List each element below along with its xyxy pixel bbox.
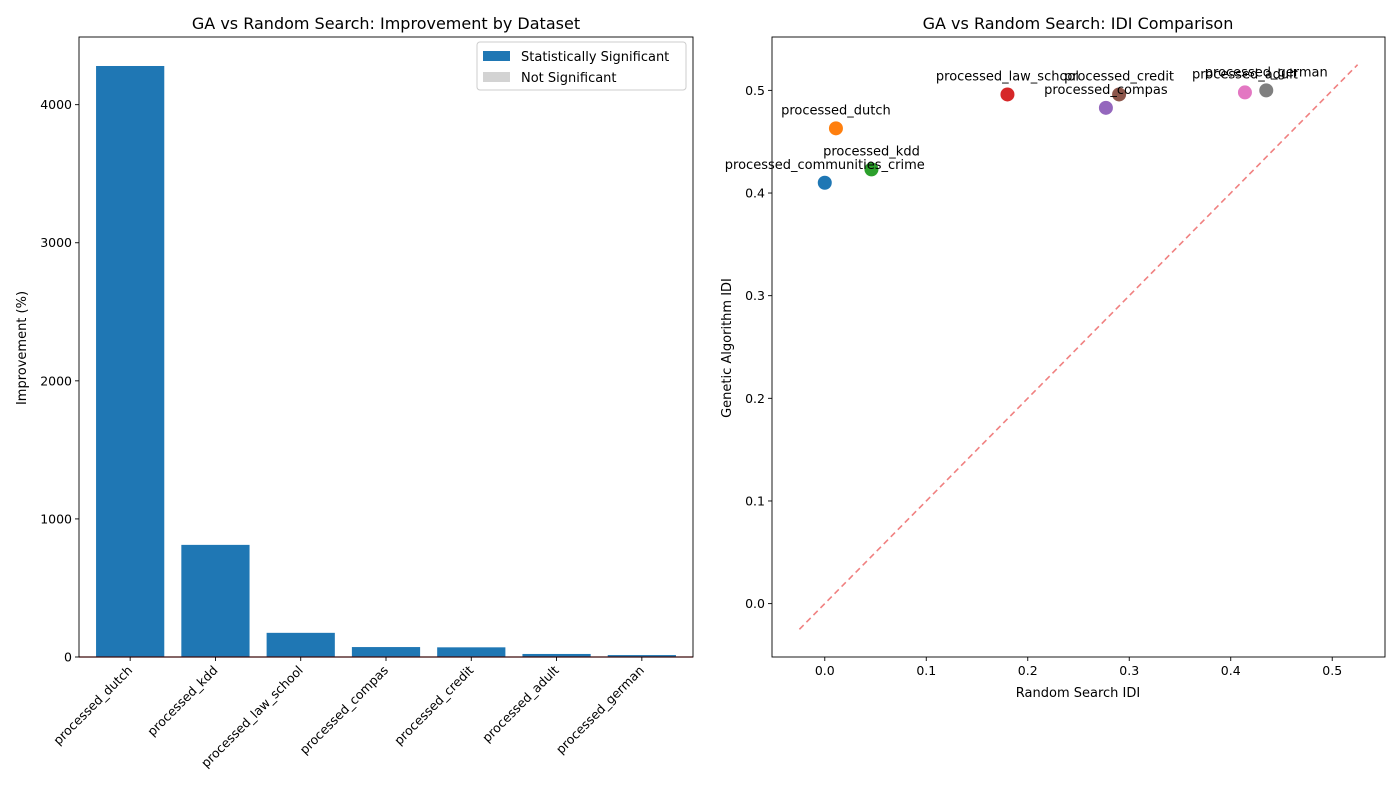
point-processed_credit xyxy=(1112,87,1127,102)
bar-ytick-label: 1000 xyxy=(40,511,72,526)
bar-processed_law_school xyxy=(266,632,335,657)
bar-processed_credit xyxy=(437,647,506,657)
bar-ytick-label: 2000 xyxy=(40,373,72,388)
point-processed_adult xyxy=(1237,85,1252,100)
scatter-plot-frame xyxy=(771,36,1386,658)
scatter-xtick-label: 0.0 xyxy=(815,663,835,678)
point-processed_german xyxy=(1259,83,1274,98)
scatter-chart-panel: GA vs Random Search: IDI Comparison Rand… xyxy=(720,14,1386,701)
point-processed_compas xyxy=(1098,100,1113,115)
bar-chart-title: GA vs Random Search: Improvement by Data… xyxy=(192,14,580,33)
parity-diagonal-line xyxy=(798,64,1359,630)
scatter-xtick-label: 0.2 xyxy=(1018,663,1038,678)
point-label: processed_kdd xyxy=(823,144,920,159)
bar-processed_kdd xyxy=(181,544,250,657)
bar-processed_german xyxy=(607,655,676,657)
point-label: processed_dutch xyxy=(781,103,891,118)
scatter-ytick-label: 0.5 xyxy=(745,83,765,98)
legend-label: Statistically Significant xyxy=(521,50,669,65)
bar-chart-panel: GA vs Random Search: Improvement by Data… xyxy=(15,14,694,770)
bar-xtick-label: processed_compas xyxy=(297,663,392,758)
point-label: processed_german xyxy=(1205,65,1328,80)
point-processed_communities_crime xyxy=(817,175,832,190)
point-label: processed_communities_crime xyxy=(725,158,925,173)
point-processed_dutch xyxy=(828,121,843,136)
point-label: processed_credit xyxy=(1064,69,1174,84)
legend-swatch xyxy=(483,72,510,82)
point-processed_law_school xyxy=(1000,87,1015,102)
scatter-chart-title: GA vs Random Search: IDI Comparison xyxy=(923,14,1234,33)
scatter-ytick-label: 0.1 xyxy=(745,493,765,508)
scatter-ytick-label: 0.3 xyxy=(745,288,765,303)
point-label: processed_compas xyxy=(1044,83,1168,98)
scatter-ytick-label: 0.2 xyxy=(745,391,765,406)
bar-xtick-label: processed_credit xyxy=(391,662,476,747)
scatter-ytick-label: 0.4 xyxy=(745,186,765,201)
bar-chart-legend: Statistically Significant Not Significant xyxy=(476,41,687,91)
scatter-xtick-label: 0.5 xyxy=(1322,663,1342,678)
point-processed_kdd xyxy=(864,162,879,177)
scatter-xtick-label: 0.1 xyxy=(916,663,936,678)
scatter-ytick-label: 0.0 xyxy=(745,596,765,611)
scatter-xtick-label: 0.3 xyxy=(1119,663,1139,678)
bar-ytick-label: 4000 xyxy=(40,97,72,112)
legend-swatch xyxy=(483,51,510,61)
bar-xtick-label: processed_adult xyxy=(479,662,562,745)
bar-processed_adult xyxy=(522,653,591,657)
scatter-chart-ylabel: Genetic Algorithm IDI xyxy=(720,278,735,418)
bar-chart-ylabel: Improvement (%) xyxy=(15,291,30,405)
scatter-chart-xlabel: Random Search IDI xyxy=(1016,686,1140,701)
scatter-xtick-label: 0.4 xyxy=(1221,663,1241,678)
bar-xtick-label: processed_kdd xyxy=(144,663,220,739)
bar-processed_compas xyxy=(351,647,421,657)
bar-xtick-label: processed_dutch xyxy=(50,663,135,748)
point-label: processed_adult xyxy=(1192,67,1298,82)
bar-ytick-label: 3000 xyxy=(40,235,72,250)
legend-label: Not Significant xyxy=(521,71,617,86)
point-label: processed_law_school xyxy=(936,69,1079,84)
bar-ytick-label: 0 xyxy=(64,650,72,665)
bar-processed_dutch xyxy=(96,65,165,657)
bar-xtick-label: processed_german xyxy=(553,663,647,757)
legend-box xyxy=(476,41,687,91)
bar-plot-frame xyxy=(78,36,694,658)
